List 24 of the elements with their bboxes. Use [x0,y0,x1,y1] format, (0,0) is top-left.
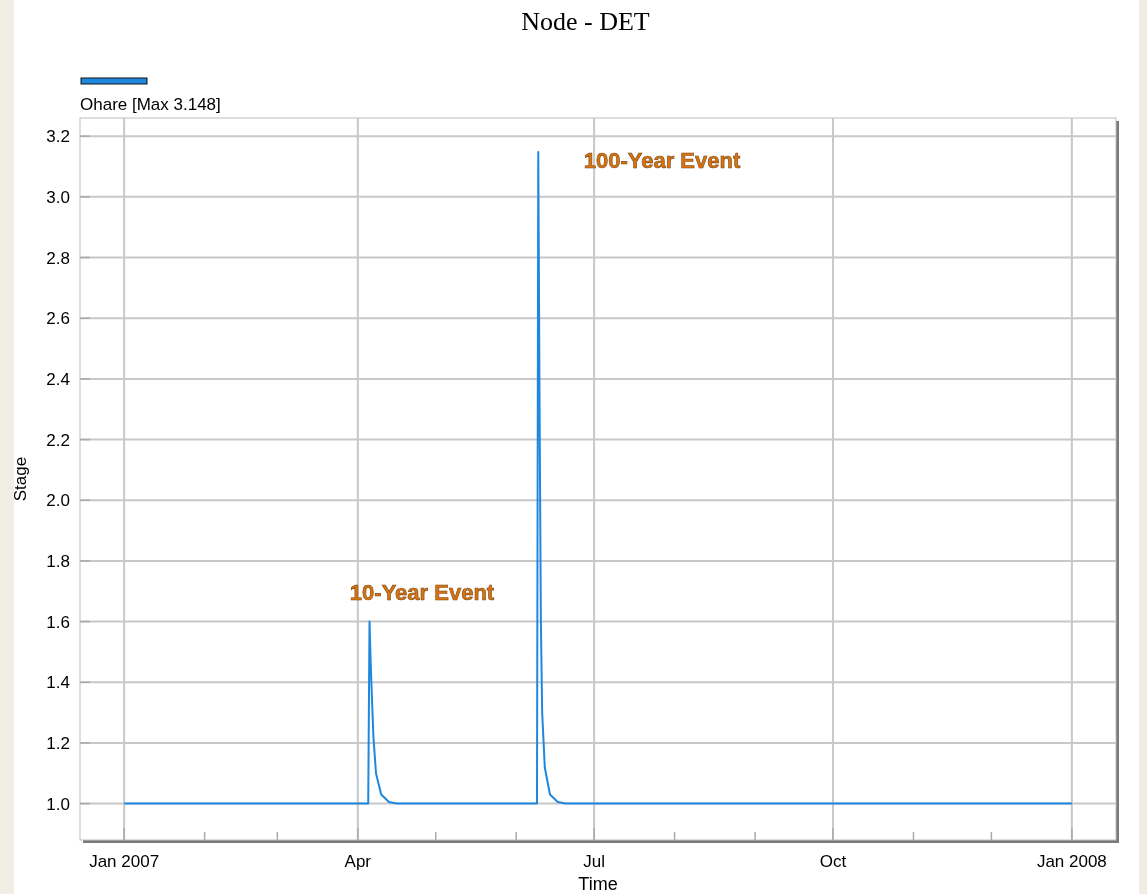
annotation: 10-Year Event [349,580,495,605]
x-tick-label: Jul [583,852,605,871]
x-axis-title: Time [578,874,618,894]
y-tick-label: 1.8 [46,551,70,571]
annotation: 100-Year Event [583,148,741,173]
y-tick-label: 1.0 [46,794,70,814]
legend-label: Ohare [Max 3.148] [80,95,221,114]
x-tick-label: Apr [344,852,372,871]
y-tick-label: 3.2 [46,127,70,147]
line-series [123,150,1073,805]
y-tick-label: 2.0 [46,491,70,511]
y-axis-title: Stage [11,456,30,502]
x-tick-label: Oct [819,852,847,871]
y-tick-label: 1.4 [46,673,70,693]
y-tick-label: 2.4 [46,369,70,389]
y-tick-label: 1.2 [46,733,70,753]
y-tick-label: 2.2 [46,430,70,450]
x-tick-label: Jan 2008 [1036,852,1107,871]
y-tick-label: 2.6 [46,309,70,329]
chart-title: Node - DET [521,7,650,36]
y-tick-label: 3.0 [46,187,70,207]
y-tick-label: 2.8 [46,248,70,268]
x-tick-label: Jan 2007 [89,852,160,871]
y-tick-label: 1.6 [46,612,70,632]
